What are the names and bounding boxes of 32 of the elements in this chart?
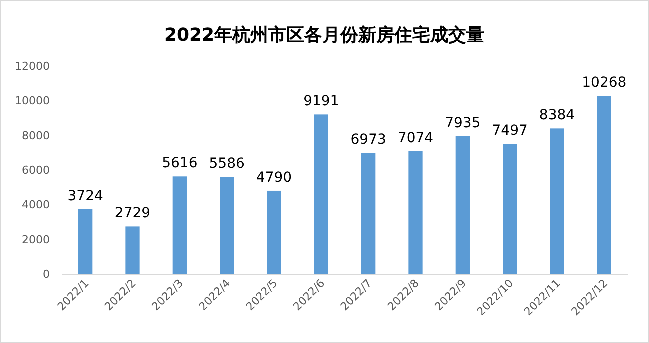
data-label: 2729 bbox=[114, 206, 151, 222]
data-label: 6973 bbox=[350, 132, 386, 148]
data-label: 5586 bbox=[209, 156, 245, 172]
y-tick-label: 4000 bbox=[22, 198, 50, 212]
y-tick-label: 10000 bbox=[15, 94, 50, 108]
data-label: 4790 bbox=[256, 170, 292, 186]
data-label: 7497 bbox=[492, 123, 528, 140]
bar bbox=[126, 226, 140, 274]
y-tick-label: 8000 bbox=[22, 129, 50, 142]
bar bbox=[362, 153, 376, 274]
bar bbox=[220, 177, 234, 274]
bar bbox=[597, 96, 612, 274]
data-label: 7935 bbox=[445, 115, 481, 132]
bar bbox=[550, 128, 564, 274]
bar bbox=[408, 151, 423, 274]
bar bbox=[267, 190, 282, 274]
data-label: 10268 bbox=[582, 75, 627, 92]
bar bbox=[503, 144, 518, 274]
y-tick-label: 2000 bbox=[22, 233, 50, 246]
bar bbox=[172, 176, 187, 274]
bar bbox=[78, 209, 93, 274]
bar bbox=[314, 114, 328, 274]
data-label: 3724 bbox=[68, 188, 104, 204]
y-tick-label: 6000 bbox=[22, 164, 50, 177]
data-label: 9191 bbox=[304, 94, 340, 110]
data-label: 5616 bbox=[162, 156, 198, 172]
y-tick-label: 12000 bbox=[15, 60, 50, 73]
bar bbox=[456, 136, 470, 274]
data-label: 8384 bbox=[539, 108, 576, 124]
data-label: 7074 bbox=[398, 130, 434, 146]
chart-title: 2022年杭州市区各月份新房住宅成交量 bbox=[164, 25, 485, 46]
y-tick-label: 0 bbox=[43, 268, 50, 281]
